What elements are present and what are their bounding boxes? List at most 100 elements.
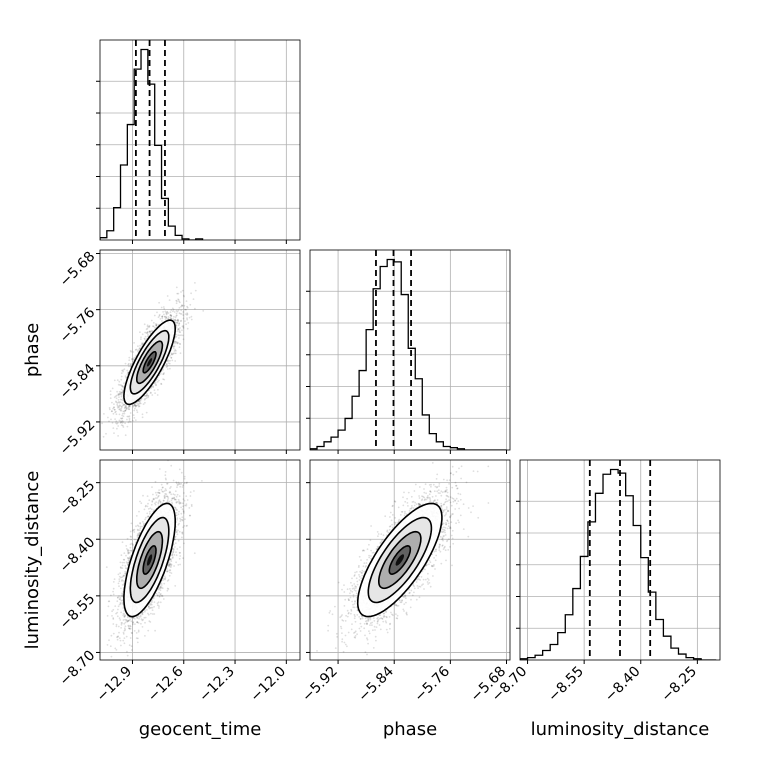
sample-point	[162, 579, 165, 581]
sample-point	[158, 591, 161, 594]
sample-point	[176, 342, 179, 345]
sample-point	[130, 538, 133, 541]
sample-point	[182, 557, 185, 559]
sample-point	[176, 314, 178, 317]
sample-point	[160, 488, 163, 491]
sample-point	[123, 368, 126, 371]
sample-point	[174, 316, 177, 319]
sample-point	[147, 606, 150, 609]
sample-point	[114, 418, 116, 420]
sample-point	[147, 508, 150, 510]
sample-point	[158, 499, 161, 501]
sample-point	[147, 396, 150, 399]
sample-point	[115, 422, 117, 424]
sample-point	[157, 388, 159, 391]
sample-point	[129, 349, 132, 352]
sample-point	[166, 482, 169, 485]
sample-point	[143, 323, 146, 326]
sample-point	[146, 330, 149, 333]
sample-point	[129, 637, 132, 639]
sample-point	[148, 515, 150, 518]
sample-point	[170, 352, 173, 355]
sample-point	[136, 528, 139, 531]
sample-point	[176, 321, 179, 324]
sample-point	[112, 593, 115, 596]
sample-point	[177, 320, 180, 323]
sample-point	[161, 587, 164, 590]
sample-point	[136, 402, 139, 405]
sample-point	[166, 587, 169, 590]
sample-point	[186, 313, 189, 316]
sample-point	[134, 405, 137, 407]
sample-point	[169, 311, 172, 314]
sample-point	[149, 330, 152, 333]
sample-point	[181, 532, 184, 534]
sample-point	[128, 359, 131, 362]
sample-point	[142, 618, 145, 621]
sample-point	[171, 359, 174, 362]
sample-point	[119, 601, 122, 604]
sample-point	[116, 600, 119, 603]
sample-point	[133, 630, 136, 632]
sample-point	[153, 389, 156, 391]
sample-point	[167, 316, 170, 318]
sample-point	[149, 392, 152, 394]
sample-point	[121, 385, 124, 387]
sample-point	[124, 621, 127, 624]
sample-point	[118, 406, 120, 409]
sample-point	[153, 601, 156, 603]
sample-point	[162, 499, 165, 502]
sample-point	[165, 312, 167, 314]
sample-point	[135, 404, 138, 407]
sample-point	[115, 625, 118, 628]
sample-point	[164, 315, 166, 318]
sample-point	[132, 404, 135, 407]
sample-point	[120, 407, 123, 410]
sample-point	[147, 326, 150, 328]
sample-point	[159, 318, 162, 320]
sample-point	[179, 327, 181, 329]
sample-point	[128, 415, 131, 417]
gridlines	[100, 250, 300, 450]
sample-point	[120, 406, 123, 409]
sample-point	[181, 289, 184, 292]
sample-point	[111, 410, 113, 413]
sample-point	[120, 372, 123, 375]
sample-point	[176, 319, 179, 321]
sample-point	[178, 557, 181, 560]
sample-point	[175, 315, 178, 317]
sample-point	[175, 512, 178, 514]
sample-point	[159, 501, 162, 504]
sample-point	[122, 614, 125, 617]
sample-point	[138, 616, 141, 618]
sample-point	[145, 328, 148, 331]
sample-point	[121, 392, 124, 394]
sample-point	[141, 613, 144, 616]
sample-point	[123, 404, 125, 406]
sample-point	[122, 575, 125, 578]
sample-point	[141, 619, 144, 622]
sample-point	[148, 324, 151, 327]
sample-point	[164, 577, 167, 579]
sample-point	[125, 404, 127, 407]
sample-point	[105, 432, 107, 435]
sample-point	[192, 298, 195, 300]
sample-point	[182, 311, 185, 313]
sample-point	[166, 295, 169, 297]
sample-point	[168, 565, 171, 568]
sample-point	[169, 367, 171, 370]
sample-point	[127, 561, 130, 564]
sample-point	[128, 417, 131, 420]
sample-point	[148, 330, 151, 332]
sample-point	[112, 581, 115, 583]
sample-point	[128, 405, 131, 407]
sample-point	[159, 589, 162, 592]
sample-point	[124, 618, 127, 621]
sample-point	[118, 598, 121, 600]
sample-point	[146, 327, 149, 330]
density-geocent-time-vs-luminosity-distance	[105, 460, 203, 658]
sample-point	[120, 627, 122, 629]
sample-point	[111, 387, 114, 390]
sample-point	[149, 507, 152, 510]
sample-point	[153, 382, 156, 385]
